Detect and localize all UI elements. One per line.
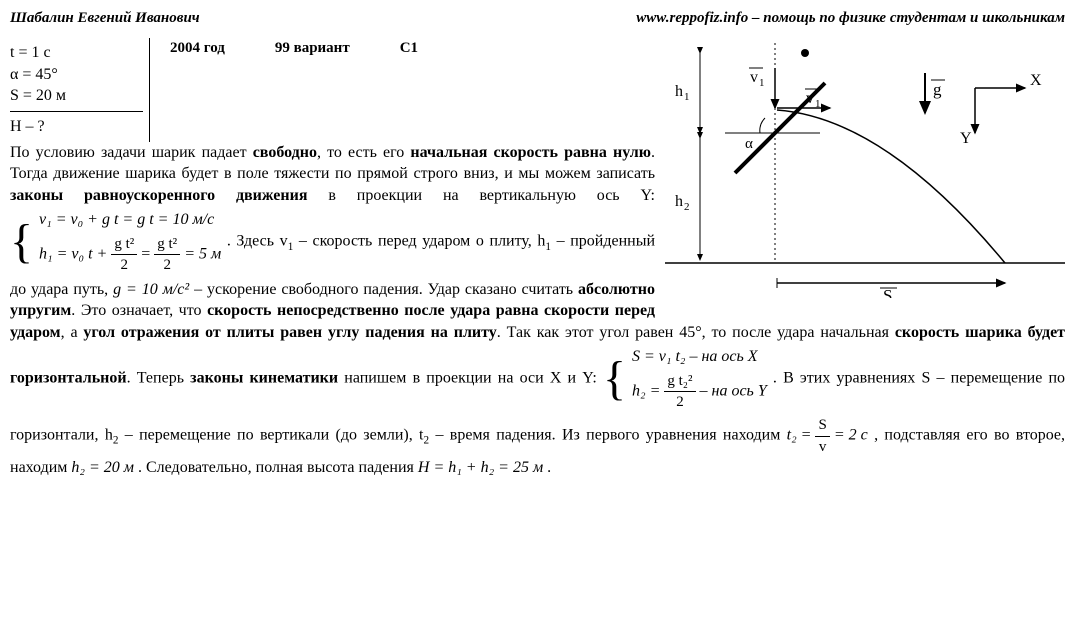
physics-diagram: h1 h2 α v1 v1 g X Y S — [665, 38, 1065, 305]
t-p2j: законы кинематики — [190, 370, 338, 387]
eq3a: t₂ = — [787, 427, 816, 444]
t-p1a: По условию задачи шарик падает — [10, 144, 253, 161]
svg-text:h: h — [675, 83, 683, 100]
find-h: H – ? — [10, 116, 143, 138]
eq5: H = h₁ + h₂ = 25 м — [418, 459, 543, 476]
svg-text:1: 1 — [759, 77, 765, 89]
eq2-fd: 2 — [664, 392, 695, 412]
t-p2k: напишем в проекции на оси X и Y: — [338, 370, 603, 387]
t-p1b: свободно — [253, 144, 317, 161]
eq1-f1n: g t² — [111, 234, 137, 255]
givens-box: t = 1 c α = 45° S = 20 м H – ? — [10, 38, 150, 141]
eq3b: = 2 с — [834, 427, 868, 444]
svg-text:Y: Y — [960, 130, 972, 147]
problem-setup: t = 1 c α = 45° S = 20 м H – ? 2004 год … — [10, 38, 655, 141]
given-alpha: α = 45° — [10, 64, 143, 86]
t-p1c: , то есть его — [317, 144, 410, 161]
eq1-l2b: = 5 м — [184, 245, 221, 262]
t-p2n: – время падения. Из первого уравнения на… — [429, 427, 787, 444]
svg-text:α: α — [745, 136, 753, 152]
eq-g: g = 10 м/с² — [113, 281, 189, 298]
t-p2e: , а — [61, 324, 84, 341]
t-p2i: . Теперь — [127, 370, 191, 387]
eq1-f2d: 2 — [154, 255, 180, 275]
t-p1g: в проекции на вертикальную ось Y: — [307, 187, 655, 204]
page-header: Шабалин Евгений Иванович www.reppofiz.in… — [10, 8, 1065, 28]
svg-text:S: S — [883, 286, 892, 298]
meta-year: 2004 год — [170, 38, 225, 58]
t-p2q: . — [547, 459, 551, 476]
t-p2a: – ускорение свободного падения. Удар ска… — [189, 281, 578, 298]
eq2-l2a: h₂ = — [632, 382, 664, 399]
svg-text:h: h — [675, 193, 683, 210]
eq2-fn: g t₂² — [664, 371, 695, 392]
eq4: h₂ = 20 м — [71, 459, 134, 476]
t-p1h: . Здесь v — [227, 233, 288, 250]
svg-text:g: g — [933, 80, 942, 99]
svg-text:v: v — [806, 90, 814, 107]
t-p1d: начальная скорость равна нулю — [410, 144, 651, 161]
eq1-l1: v₁ = v₀ + g t = g t = 10 м/с — [39, 211, 214, 228]
given-t: t = 1 c — [10, 42, 143, 64]
t-p1f: законы равноускоренного движения — [10, 187, 307, 204]
eq1-l2a: h₁ = v₀ t + — [39, 245, 111, 262]
author-name: Шабалин Евгений Иванович — [10, 8, 200, 28]
svg-text:2: 2 — [684, 201, 690, 213]
t-p2f: угол отражения от плиты равен углу паден… — [83, 324, 496, 341]
t-p2p: . Следовательно, полная высота падения — [138, 459, 418, 476]
equation-system-2: { S = v₁ t₂ – на ось X h₂ = g t₂²2 – на … — [603, 343, 767, 415]
svg-text:v: v — [750, 69, 758, 86]
eq1-eq: = — [141, 245, 154, 262]
given-s: S = 20 м — [10, 85, 143, 107]
svg-text:1: 1 — [815, 98, 821, 110]
meta-task: C1 — [400, 38, 418, 58]
eq3-fn: S — [815, 415, 829, 436]
eq1-f2n: g t² — [154, 234, 180, 255]
meta-variant: 99 вариант — [275, 38, 350, 58]
equation-3: t₂ = Sv = 2 с — [787, 415, 868, 457]
site-link: www.reppofiz.info – помощь по физике сту… — [636, 8, 1065, 28]
t-p2g: . Так как этот угол равен 45°, то после … — [497, 324, 895, 341]
eq1-f1d: 2 — [111, 255, 137, 275]
eq3-fd: v — [815, 437, 829, 457]
svg-text:X: X — [1030, 72, 1042, 89]
t-p2m: – перемещение по вертикали (до земли), t — [118, 427, 423, 444]
eq2-l2b: – на ось Y — [700, 382, 767, 399]
equation-system-1: { v₁ = v₀ + g t = g t = 10 м/с h₁ = v₀ t… — [10, 206, 221, 278]
t-p1i: – скорость перед ударом о плиту, h — [293, 233, 545, 250]
problem-meta: 2004 год 99 вариант C1 — [170, 38, 655, 58]
t-p2c: . Это означает, что — [71, 302, 207, 319]
givens-separator — [10, 111, 143, 112]
eq2-l1: S = v₁ t₂ – на ось X — [632, 348, 758, 365]
svg-text:1: 1 — [684, 91, 690, 103]
